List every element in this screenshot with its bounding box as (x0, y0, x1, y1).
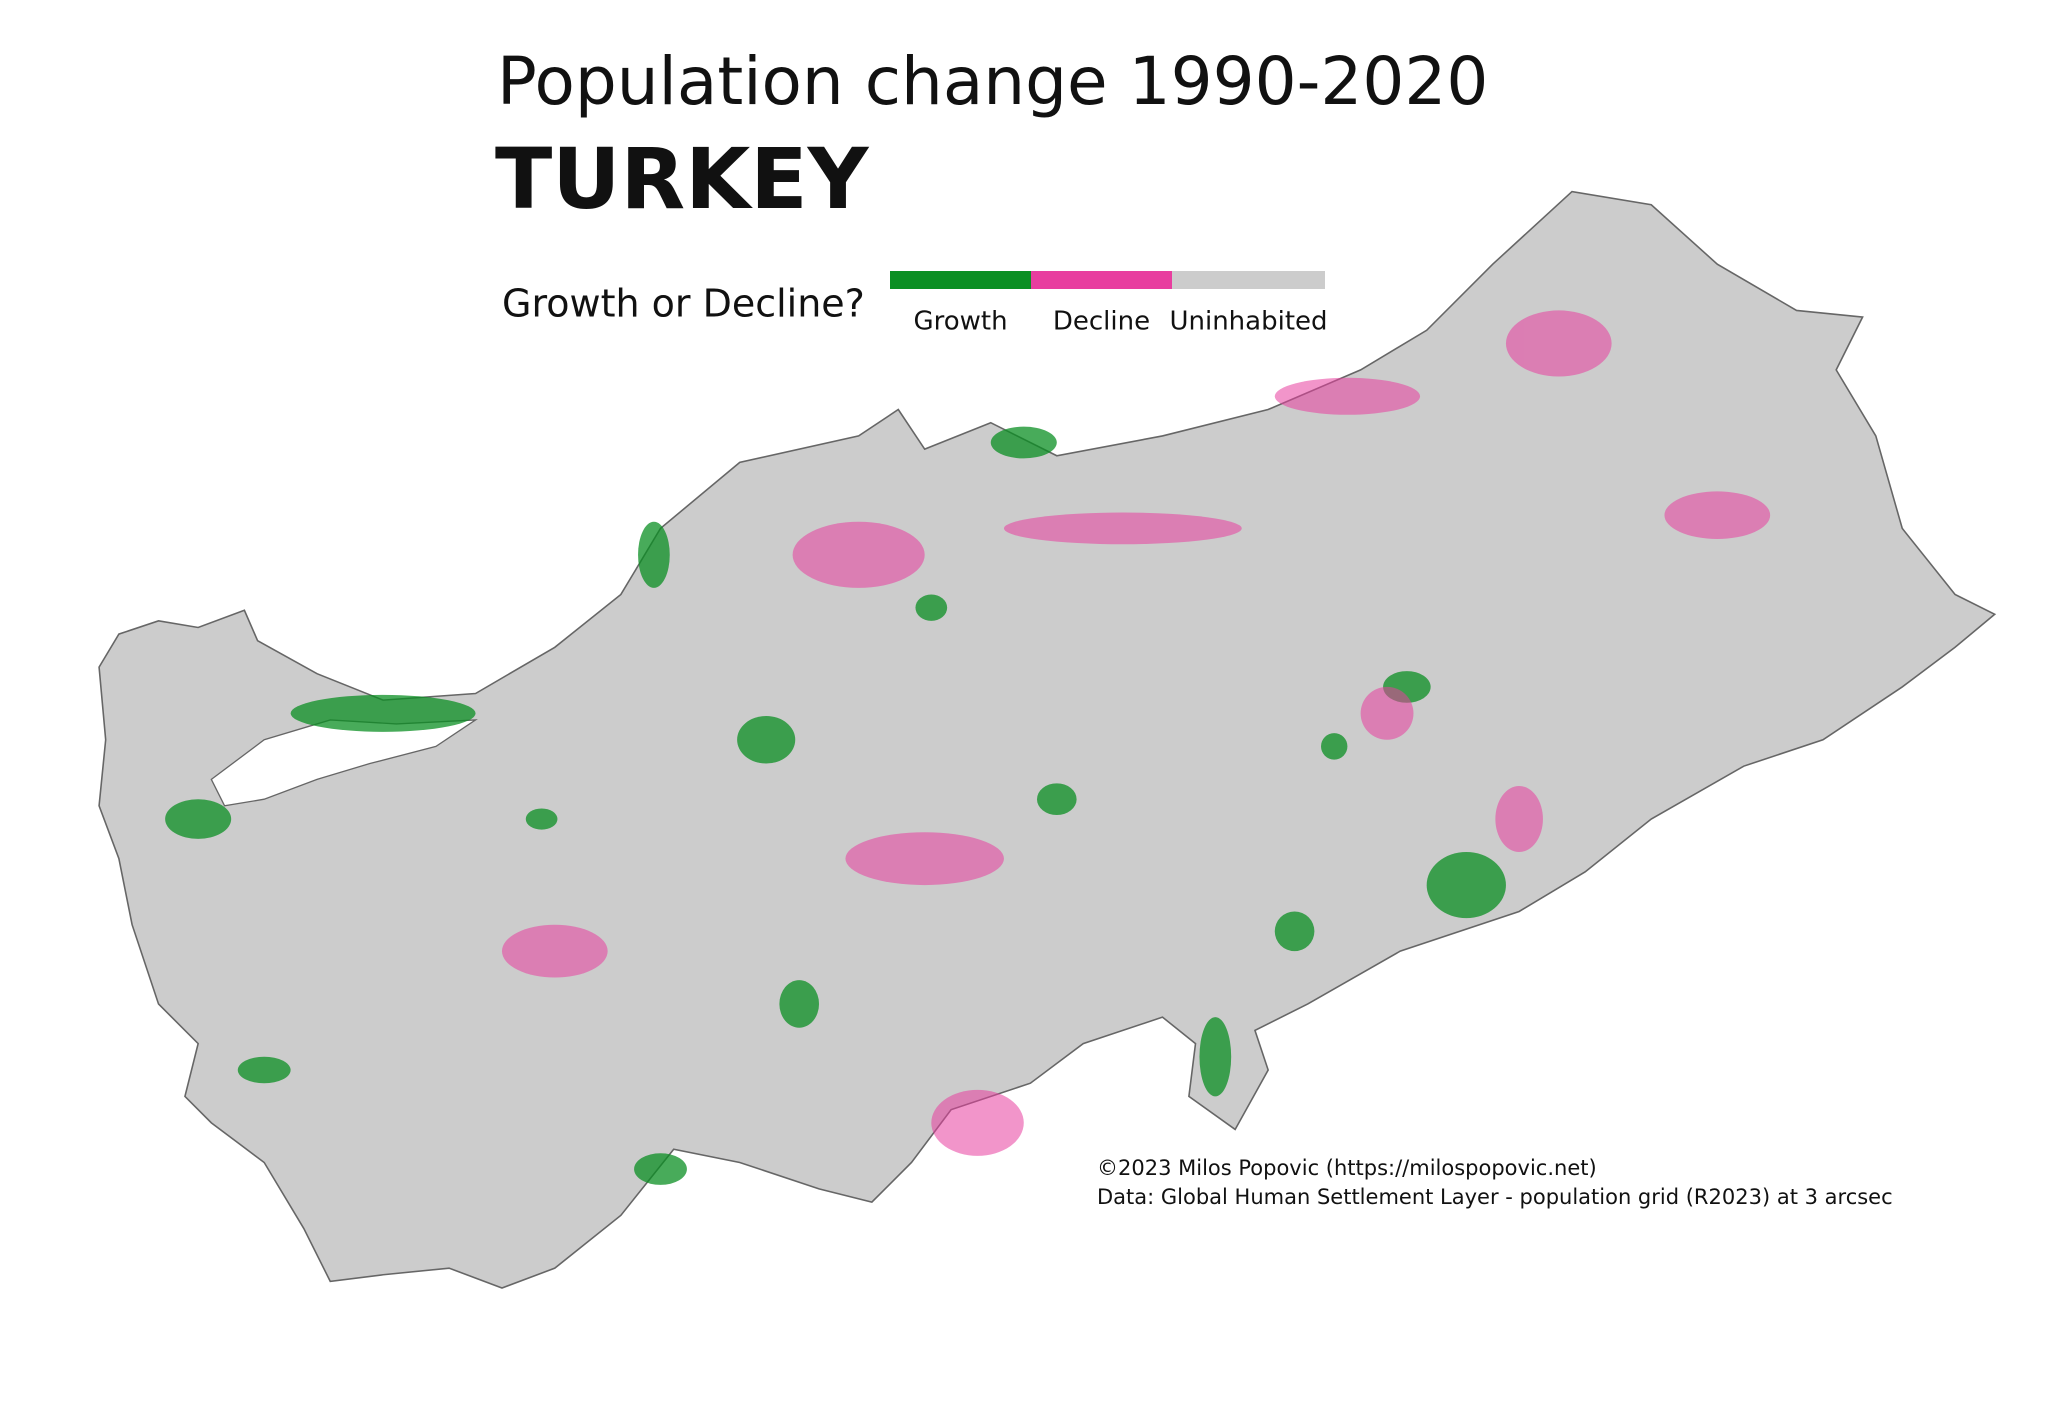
credit: ©2023 Milos Popovic (https://milospopovi… (1097, 1156, 1597, 1180)
sea-of-marmara (210, 719, 478, 807)
legend-swatch (1031, 271, 1172, 289)
decline-areas (501, 310, 1771, 1156)
credit: Data: Global Human Settlement Layer - po… (1097, 1185, 1893, 1209)
growth-areas (165, 426, 1506, 1185)
legend-swatch (1172, 271, 1325, 289)
legend-title: Growth or Decline? (502, 282, 865, 326)
country-shape (98, 190, 1997, 1289)
legend-label: Decline (1053, 307, 1150, 337)
legend-label: Growth (913, 307, 1007, 337)
subtitle: TURKEY (495, 130, 870, 228)
map (98, 190, 1997, 1289)
legend-label: Uninhabited (1169, 307, 1327, 337)
title: Population change 1990-2020 (497, 43, 1488, 120)
legend-swatch (890, 271, 1031, 289)
legend: Growth Decline Uninhabited (890, 271, 1328, 337)
